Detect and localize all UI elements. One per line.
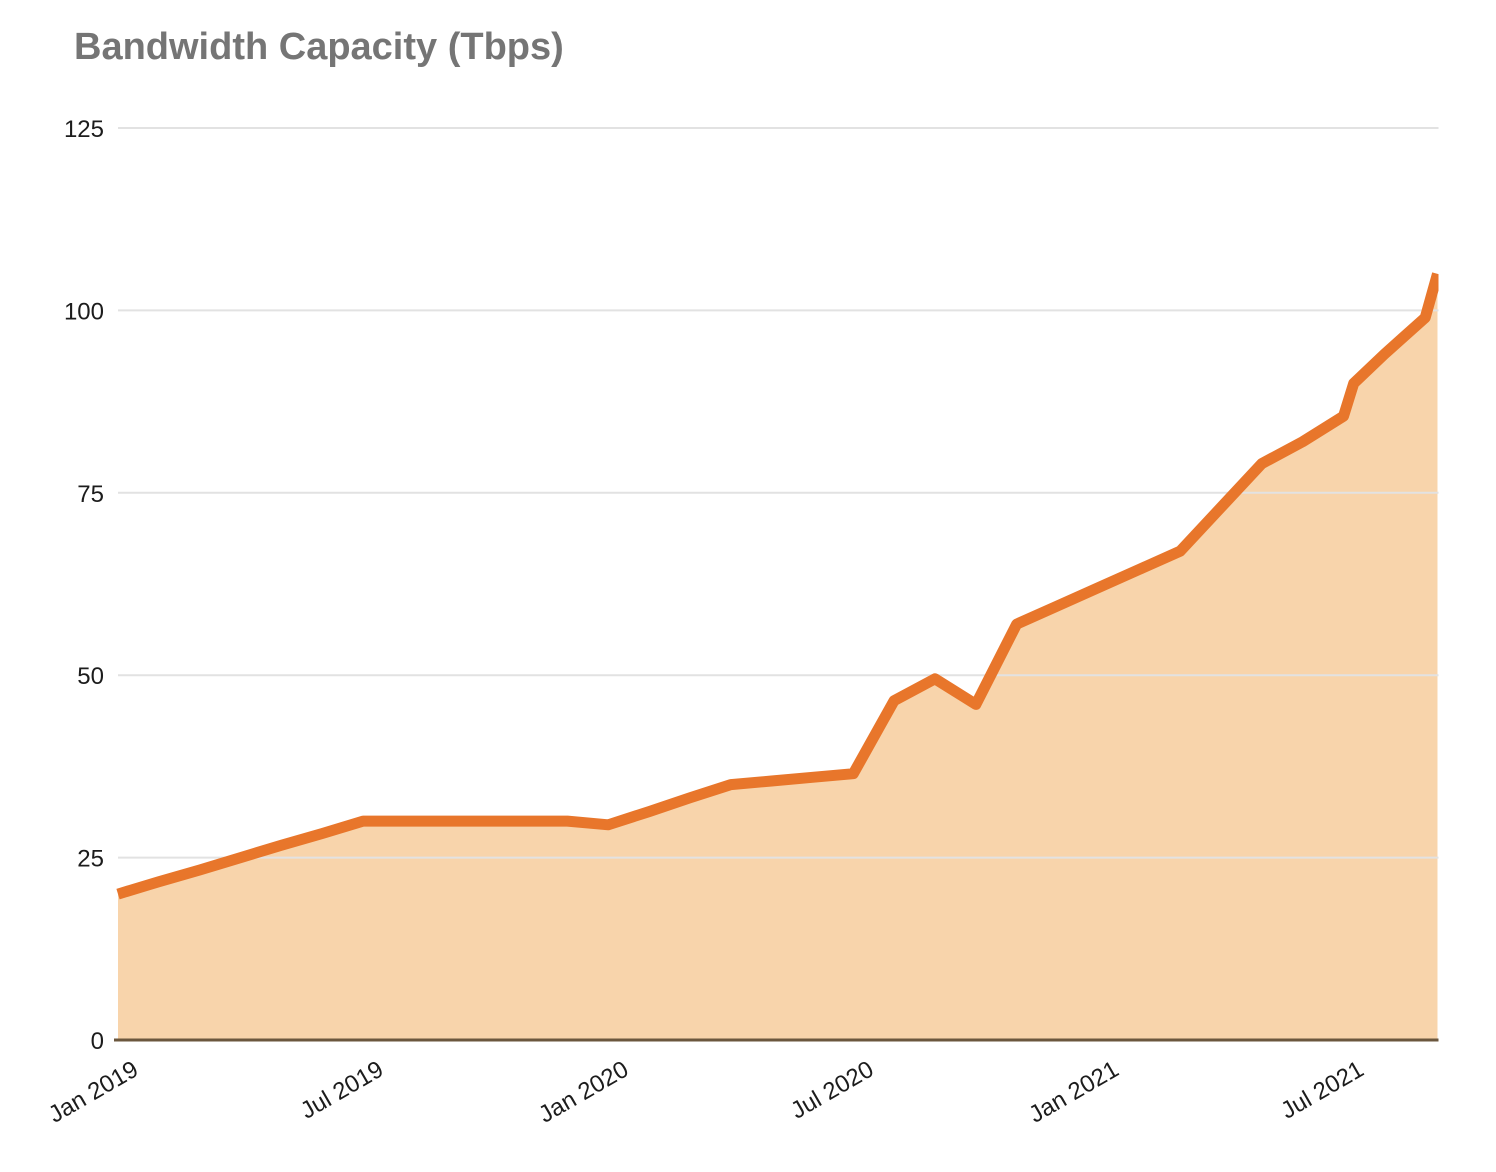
x-tick-label: Jan 2020 — [534, 1056, 633, 1129]
x-tick-label: Jul 2019 — [296, 1056, 388, 1125]
x-tick-label: Jul 2021 — [1276, 1056, 1368, 1125]
x-tick-label: Jan 2019 — [44, 1056, 143, 1129]
y-tick-label: 75 — [77, 481, 104, 508]
chart-title: Bandwidth Capacity (Tbps) — [74, 26, 564, 68]
area-fill — [118, 273, 1438, 1040]
x-tick-label: Jul 2020 — [786, 1056, 878, 1125]
x-tick-label: Jan 2021 — [1024, 1056, 1123, 1129]
y-tick-label: 125 — [64, 116, 104, 143]
y-tick-label: 25 — [77, 846, 104, 873]
y-tick-label: 50 — [77, 663, 104, 690]
y-tick-label: 100 — [64, 298, 104, 325]
y-tick-label: 0 — [91, 1028, 104, 1055]
data-line — [116, 272, 1439, 900]
